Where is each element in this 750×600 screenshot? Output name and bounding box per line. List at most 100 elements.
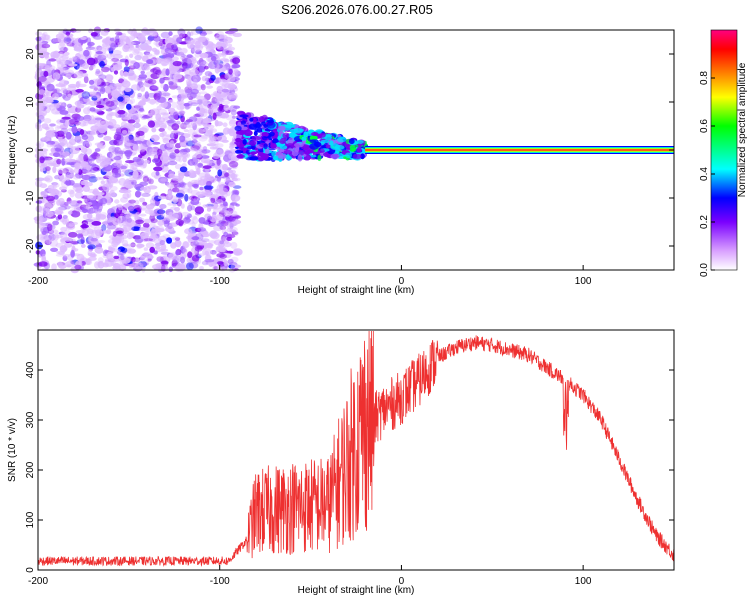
noise-blob xyxy=(152,57,162,64)
noise-blob xyxy=(115,34,120,43)
y-tick-label: 20 xyxy=(25,48,36,60)
noise-blob xyxy=(161,92,171,97)
noise-blob xyxy=(113,161,119,167)
noise-blob xyxy=(95,176,101,181)
noise-blob xyxy=(76,145,85,149)
noise-blob xyxy=(222,122,228,127)
noise-blob xyxy=(142,252,152,257)
noise-blob xyxy=(68,231,78,238)
noise-blob xyxy=(72,212,78,217)
y-tick-label: 10 xyxy=(25,96,36,108)
noise-blob xyxy=(145,204,155,210)
noise-blob xyxy=(204,244,208,249)
noise-blob xyxy=(219,247,226,253)
noise-blob xyxy=(168,154,176,162)
noise-blob xyxy=(50,162,57,166)
noise-blob xyxy=(168,222,179,227)
noise-blob xyxy=(125,214,131,219)
noise-blob xyxy=(80,147,88,154)
noise-blob xyxy=(151,235,159,240)
noise-blob xyxy=(137,51,144,59)
noise-blob xyxy=(229,226,238,233)
noise-blob xyxy=(139,143,147,151)
noise-blob xyxy=(90,237,98,242)
noise-blob xyxy=(148,35,154,42)
noise-blob xyxy=(104,258,114,262)
noise-blob xyxy=(82,62,90,69)
noise-blob xyxy=(197,227,207,232)
noise-blob xyxy=(165,68,170,76)
noise-blob xyxy=(194,44,204,52)
signal-blob xyxy=(246,146,254,150)
noise-blob xyxy=(217,261,224,265)
noise-blob xyxy=(57,61,64,69)
noise-blob xyxy=(187,57,192,65)
noise-blob xyxy=(137,44,147,51)
noise-blob xyxy=(228,152,237,160)
noise-blob xyxy=(230,109,237,116)
noise-blob xyxy=(206,242,213,248)
noise-blob xyxy=(200,134,210,139)
noise-blob xyxy=(74,162,81,170)
noise-blob xyxy=(39,249,46,257)
noise-blob xyxy=(45,131,56,138)
noise-blob xyxy=(224,50,234,55)
signal-blob xyxy=(249,117,254,122)
noise-blob xyxy=(172,203,177,207)
noise-blob xyxy=(214,119,219,127)
noise-blob xyxy=(74,135,82,143)
noise-blob xyxy=(228,264,236,269)
noise-blob xyxy=(114,237,125,241)
noise-blob xyxy=(84,206,91,210)
x-tick-label: -200 xyxy=(28,576,48,587)
noise-blob xyxy=(166,237,173,244)
noise-blob xyxy=(86,195,94,199)
noise-blob xyxy=(142,176,149,183)
noise-blob xyxy=(88,160,95,164)
noise-blob xyxy=(149,212,155,217)
noise-blob xyxy=(166,53,175,59)
noise-blob xyxy=(124,87,132,92)
noise-blob xyxy=(46,237,51,245)
noise-blob xyxy=(202,165,212,170)
noise-blob xyxy=(193,134,202,138)
noise-blob xyxy=(159,143,168,152)
noise-blob xyxy=(81,72,89,78)
spectrogram-marks xyxy=(33,26,674,274)
noise-blob xyxy=(151,211,156,215)
noise-blob xyxy=(159,208,164,216)
noise-blob xyxy=(219,240,224,245)
noise-blob xyxy=(176,120,181,125)
noise-blob xyxy=(219,112,227,118)
noise-blob xyxy=(160,58,170,66)
noise-blob xyxy=(55,207,62,213)
noise-blob xyxy=(202,204,208,208)
noise-blob xyxy=(206,143,217,147)
noise-blob xyxy=(221,65,227,72)
noise-blob xyxy=(199,63,206,71)
noise-blob xyxy=(176,100,185,105)
noise-blob xyxy=(41,33,47,41)
noise-blob xyxy=(91,95,98,101)
noise-blob xyxy=(221,187,228,194)
noise-blob xyxy=(34,73,43,81)
noise-blob xyxy=(168,31,173,36)
signal-blob xyxy=(266,121,276,129)
noise-blob xyxy=(184,215,190,220)
noise-blob xyxy=(84,182,93,187)
noise-blob xyxy=(64,237,72,242)
noise-blob xyxy=(231,164,238,170)
noise-blob xyxy=(226,227,233,233)
noise-blob xyxy=(105,172,116,179)
noise-blob xyxy=(140,255,146,262)
noise-blob xyxy=(110,42,116,51)
noise-blob xyxy=(204,65,209,70)
noise-blob xyxy=(128,199,136,204)
signal-blob xyxy=(282,132,290,139)
noise-blob xyxy=(137,101,146,106)
noise-blob xyxy=(158,103,168,107)
signal-blob xyxy=(240,126,248,131)
noise-blob xyxy=(193,197,199,202)
noise-blob xyxy=(100,180,106,185)
